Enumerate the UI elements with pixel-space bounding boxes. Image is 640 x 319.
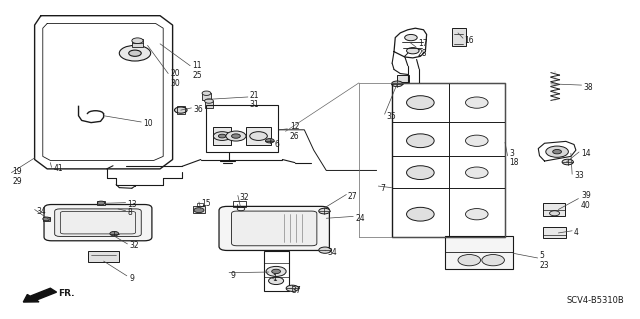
Circle shape — [232, 134, 241, 138]
Circle shape — [97, 201, 105, 205]
Circle shape — [43, 217, 51, 221]
Circle shape — [550, 211, 559, 216]
Text: 21
31: 21 31 — [250, 91, 259, 109]
Text: 27: 27 — [348, 192, 357, 201]
Text: 35: 35 — [387, 112, 396, 121]
Bar — [97, 201, 105, 205]
Circle shape — [202, 91, 211, 95]
Text: 1: 1 — [273, 274, 277, 283]
Bar — [543, 203, 565, 216]
Text: 7: 7 — [380, 184, 385, 193]
Text: 14: 14 — [581, 149, 591, 158]
Text: SCV4-B5310B: SCV4-B5310B — [566, 296, 624, 305]
Circle shape — [286, 285, 299, 292]
Text: 3
18: 3 18 — [509, 149, 519, 167]
Bar — [452, 27, 465, 46]
Bar — [445, 236, 513, 269]
FancyArrow shape — [23, 288, 56, 302]
Bar — [43, 217, 51, 221]
Text: 41: 41 — [54, 164, 63, 174]
Circle shape — [129, 50, 141, 56]
Bar — [132, 39, 143, 47]
Text: 34: 34 — [328, 248, 337, 257]
Circle shape — [482, 255, 504, 266]
Text: 9: 9 — [129, 274, 134, 283]
FancyBboxPatch shape — [219, 206, 330, 250]
Bar — [205, 101, 213, 108]
Circle shape — [213, 132, 231, 140]
Bar — [88, 251, 119, 262]
Circle shape — [392, 81, 403, 87]
Text: 32: 32 — [129, 241, 139, 250]
Text: 39
40: 39 40 — [581, 191, 591, 210]
Circle shape — [553, 150, 561, 154]
Text: 38: 38 — [584, 83, 593, 92]
Circle shape — [110, 231, 118, 236]
Circle shape — [404, 34, 417, 41]
Circle shape — [562, 159, 573, 165]
Bar — [213, 127, 231, 145]
Circle shape — [406, 166, 434, 180]
Circle shape — [269, 277, 284, 285]
Text: 34: 34 — [36, 207, 46, 216]
Circle shape — [132, 38, 143, 43]
Circle shape — [319, 208, 330, 214]
Circle shape — [266, 266, 286, 277]
Circle shape — [226, 131, 246, 141]
Circle shape — [465, 97, 488, 108]
Text: 6: 6 — [275, 140, 280, 149]
Circle shape — [458, 255, 481, 266]
Bar — [177, 106, 184, 114]
Text: FR.: FR. — [58, 289, 74, 298]
Text: 36: 36 — [193, 105, 203, 114]
Bar — [193, 206, 205, 213]
Text: 16: 16 — [464, 36, 474, 45]
Circle shape — [175, 107, 187, 113]
FancyBboxPatch shape — [44, 204, 152, 241]
FancyBboxPatch shape — [232, 211, 317, 246]
Bar — [202, 93, 211, 100]
Bar — [543, 227, 566, 238]
Text: 13: 13 — [127, 200, 137, 209]
Bar — [197, 203, 204, 206]
Bar — [206, 105, 278, 152]
FancyBboxPatch shape — [54, 209, 141, 236]
Circle shape — [546, 146, 568, 157]
Circle shape — [266, 138, 274, 143]
Text: 19
29: 19 29 — [13, 167, 22, 186]
Text: 32: 32 — [240, 193, 250, 202]
Text: 15: 15 — [201, 199, 211, 208]
Circle shape — [465, 167, 488, 178]
Circle shape — [218, 134, 226, 138]
Circle shape — [465, 209, 488, 220]
Text: 10: 10 — [143, 119, 153, 128]
Circle shape — [272, 269, 280, 274]
Text: 9: 9 — [231, 271, 236, 280]
Text: 11
25: 11 25 — [192, 61, 202, 80]
Bar — [397, 75, 409, 82]
Text: 12
26: 12 26 — [290, 122, 300, 141]
Circle shape — [205, 99, 213, 103]
Bar — [234, 201, 246, 207]
Circle shape — [406, 96, 434, 109]
Circle shape — [406, 48, 419, 54]
Text: 5
23: 5 23 — [540, 251, 549, 270]
Bar — [246, 127, 271, 145]
Text: 17
28: 17 28 — [418, 39, 428, 58]
Circle shape — [250, 132, 268, 140]
Text: 24: 24 — [355, 214, 365, 223]
Text: 33: 33 — [574, 171, 584, 180]
Circle shape — [406, 134, 434, 148]
Circle shape — [406, 207, 434, 221]
Circle shape — [194, 208, 204, 213]
Text: 20
30: 20 30 — [171, 69, 180, 88]
Bar — [264, 251, 289, 292]
Text: 8: 8 — [127, 208, 132, 217]
Circle shape — [119, 45, 150, 61]
Text: 37: 37 — [291, 286, 301, 295]
Circle shape — [465, 135, 488, 146]
Circle shape — [319, 247, 332, 253]
Text: 4: 4 — [574, 227, 579, 236]
